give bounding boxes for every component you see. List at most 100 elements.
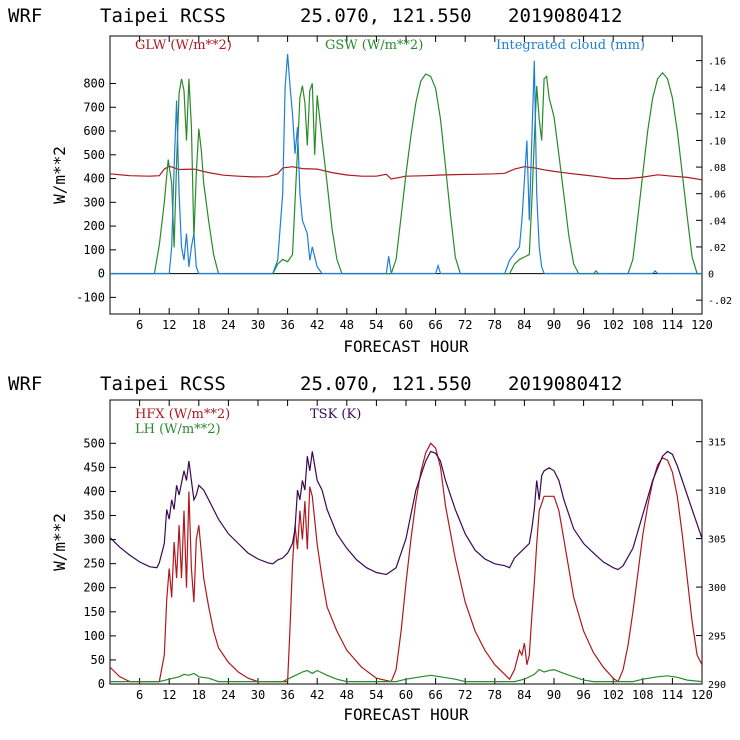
y2-tick-label: .14 — [708, 83, 726, 94]
x-tick-label: 102 — [602, 318, 624, 332]
y2-tick-label: .16 — [708, 57, 726, 68]
y2-tick-label: .02 — [708, 243, 726, 254]
x-tick-label: 120 — [691, 318, 713, 332]
y-tick-label: 300 — [83, 533, 105, 547]
x-tick-label: 24 — [221, 688, 235, 702]
legend-gsw: GSW (W/m**2) — [325, 38, 423, 53]
y-tick-label: 250 — [83, 557, 105, 571]
x-tick-label: 30 — [251, 688, 265, 702]
x-tick-label: 24 — [221, 318, 235, 332]
series-line-integrated — [110, 53, 702, 275]
y-tick-label: 400 — [83, 172, 105, 186]
y-tick-label: 50 — [91, 653, 105, 667]
y-axis-label: W/m**2 — [50, 146, 69, 204]
x-tick-label: 60 — [399, 318, 413, 332]
x-tick-label: 30 — [251, 318, 265, 332]
header-init: 2019080412 — [508, 5, 622, 27]
x-tick-label: 48 — [340, 688, 354, 702]
y-tick-label: 400 — [83, 484, 105, 498]
y2-tick-label: 290 — [708, 680, 726, 691]
header-station: Taipei RCSS — [100, 5, 226, 27]
y2-tick-label: .12 — [708, 110, 726, 121]
y-tick-label: 0 — [98, 677, 105, 691]
y-tick-label: 450 — [83, 460, 105, 474]
series-line-lh — [110, 668, 702, 683]
x-tick-label: 120 — [691, 688, 713, 702]
legend-tsk: TSK (K) — [310, 407, 361, 422]
x-tick-label: 96 — [576, 688, 590, 702]
panel-radiation: WRF Taipei RCSS 25.070, 121.550 2019080412 6… — [8, 5, 732, 356]
x-tick-label: 36 — [280, 318, 294, 332]
y-tick-label: 200 — [83, 219, 105, 233]
y-tick-label: 500 — [83, 148, 105, 162]
x-tick-label: 96 — [576, 318, 590, 332]
x-tick-label: 18 — [192, 318, 206, 332]
x-tick-label: 84 — [517, 318, 531, 332]
series-line-glw — [110, 165, 702, 181]
y2-tick-label: .08 — [708, 163, 726, 174]
x-tick-label: 18 — [192, 688, 206, 702]
y2-tick-label: 300 — [708, 583, 726, 594]
header-coords: 25.070, 121.550 — [300, 373, 472, 395]
x-tick-label: 90 — [547, 688, 561, 702]
y-tick-label: 600 — [83, 124, 105, 138]
legend-lh: LH (W/m**2) — [135, 422, 221, 437]
plot-frame — [109, 399, 703, 685]
y-tick-label: 700 — [83, 100, 105, 114]
x-tick-label: 78 — [488, 688, 502, 702]
x-tick-label: 54 — [369, 688, 383, 702]
x-tick-label: 6 — [136, 318, 143, 332]
x-tick-label: 42 — [310, 318, 324, 332]
y-tick-label: 200 — [83, 581, 105, 595]
series-line-tsk — [110, 450, 702, 576]
header-model: WRF — [8, 373, 42, 395]
x-tick-label: 114 — [662, 318, 684, 332]
x-tick-label: 108 — [632, 318, 654, 332]
x-tick-label: 72 — [458, 688, 472, 702]
x-tick-label: 102 — [602, 688, 624, 702]
x-axis-label: FORECAST HOUR — [343, 337, 469, 356]
x-tick-label: 12 — [162, 688, 176, 702]
x-tick-label: 42 — [310, 688, 324, 702]
y-tick-label: -100 — [76, 290, 105, 304]
y-tick-label: 350 — [83, 509, 105, 523]
panel-fluxes: WRF Taipei RCSS 25.070, 121.550 2019080412 6… — [8, 373, 726, 724]
x-tick-label: 90 — [547, 318, 561, 332]
y2-tick-label: .10 — [708, 136, 726, 147]
header-model: WRF — [8, 5, 42, 27]
y-tick-label: 300 — [83, 195, 105, 209]
header-coords: 25.070, 121.550 — [300, 5, 472, 27]
x-tick-label: 48 — [340, 318, 354, 332]
header-init: 2019080412 — [508, 373, 622, 395]
x-tick-label: 6 — [136, 688, 143, 702]
legend-glw: GLW (W/m**2) — [135, 38, 232, 53]
y-axis-label: W/m**2 — [50, 513, 69, 571]
x-tick-label: 66 — [428, 318, 442, 332]
x-tick-label: 78 — [488, 318, 502, 332]
x-tick-label: 60 — [399, 688, 413, 702]
y-tick-label: 100 — [83, 243, 105, 257]
x-tick-label: 66 — [428, 688, 442, 702]
legend-integrated: Integrated cloud (mm) — [496, 38, 645, 53]
y-tick-label: 150 — [83, 605, 105, 619]
x-tick-label: 108 — [632, 688, 654, 702]
x-tick-label: 72 — [458, 318, 472, 332]
x-tick-label: 114 — [662, 688, 684, 702]
y-tick-label: 0 — [98, 267, 105, 281]
y2-tick-label: 310 — [708, 486, 726, 497]
y2-tick-label: .04 — [708, 216, 726, 227]
series-line-hfx — [110, 442, 702, 683]
y-tick-label: 800 — [83, 77, 105, 91]
y2-tick-label: -.02 — [708, 296, 732, 307]
y-tick-label: 100 — [83, 629, 105, 643]
x-tick-label: 54 — [369, 318, 383, 332]
x-tick-label: 12 — [162, 318, 176, 332]
y2-tick-label: 315 — [708, 438, 726, 449]
header-station: Taipei RCSS — [100, 373, 226, 395]
y2-tick-label: 0 — [708, 270, 714, 281]
y2-tick-label: 295 — [708, 632, 726, 643]
x-tick-label: 36 — [280, 688, 294, 702]
legend-hfx: HFX (W/m**2) — [135, 407, 230, 422]
y2-tick-label: .06 — [708, 190, 726, 201]
